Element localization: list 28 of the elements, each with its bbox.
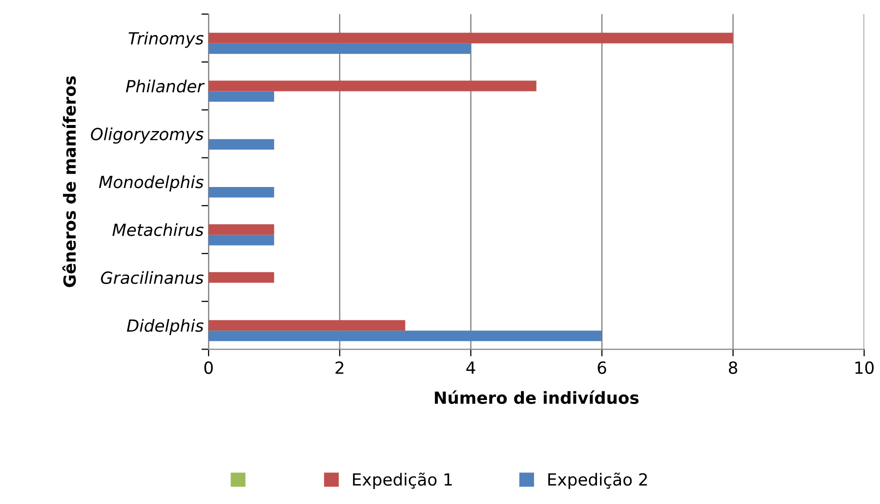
y-tick-label: Metachirus <box>112 223 204 236</box>
y-axis-title: Gêneros de mamíferos <box>62 76 76 288</box>
y-tick-label: Trinomys <box>128 32 204 48</box>
bar <box>208 139 274 150</box>
bar <box>208 272 274 283</box>
bar <box>208 91 274 102</box>
bar <box>208 186 274 198</box>
x-tick-label: 0 <box>204 361 213 374</box>
y-tick-label: Philander <box>126 80 205 92</box>
x-tick-label: 4 <box>466 362 476 374</box>
x-axis-title: Número de indivíduos <box>434 390 639 404</box>
x-tick-label: 10 <box>855 361 874 374</box>
bar <box>208 43 471 54</box>
bar <box>208 320 406 331</box>
y-tick-label: Monodelphis <box>99 175 204 192</box>
legend-label: Expedição 1 <box>353 472 452 489</box>
bar <box>208 80 536 92</box>
y-tick-label: Gracilinanus <box>100 271 204 284</box>
y-tick-label: Oligoryzomys <box>90 127 204 144</box>
bar <box>208 224 274 235</box>
x-tick-label: 6 <box>598 361 606 374</box>
legend-label: Expedição 2 <box>548 472 647 489</box>
bar <box>208 330 602 342</box>
bar <box>208 234 274 246</box>
bar <box>208 32 734 44</box>
x-tick-label: 2 <box>336 361 344 374</box>
x-tick-label: 8 <box>728 361 738 374</box>
y-tick-label: Didelphis <box>126 319 204 336</box>
